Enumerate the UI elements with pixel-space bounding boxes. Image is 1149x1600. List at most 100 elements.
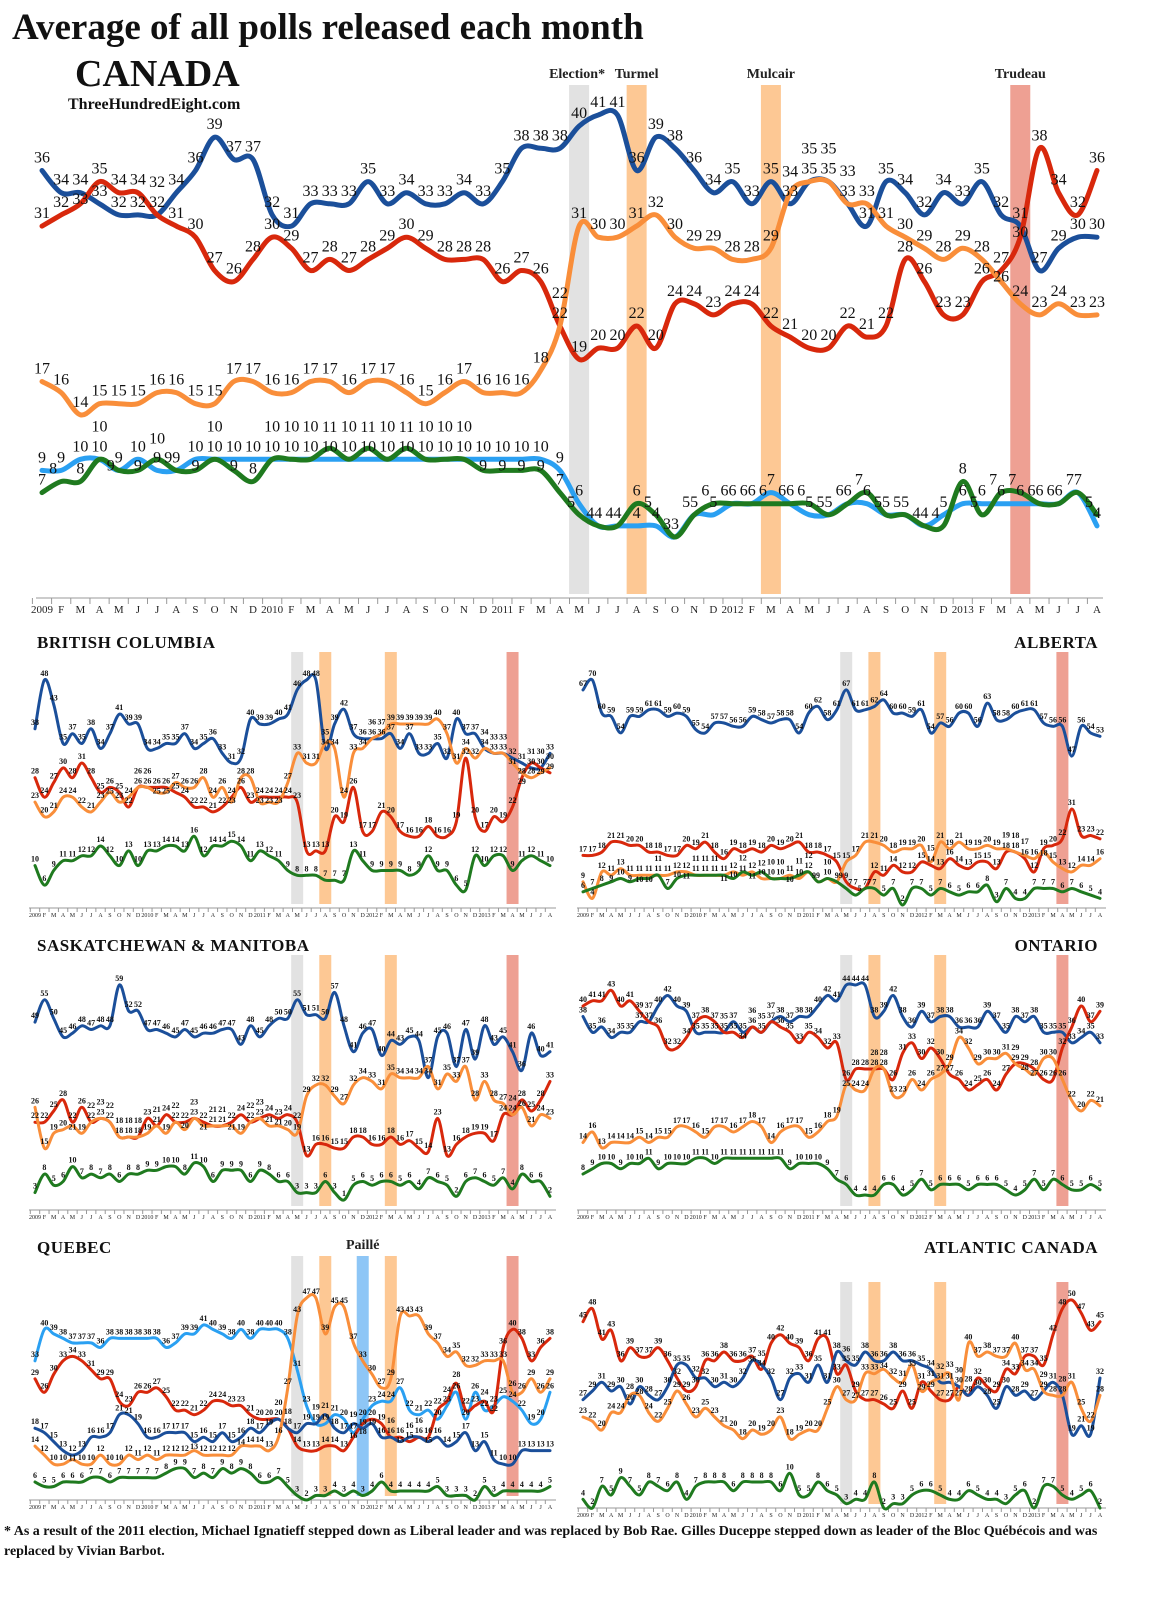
x-tick-label: A bbox=[435, 913, 440, 919]
data-label: 20 bbox=[274, 1398, 282, 1407]
data-label: 13 bbox=[321, 840, 329, 849]
data-label: 29 bbox=[331, 1085, 339, 1094]
data-label: 38 bbox=[870, 1006, 878, 1015]
x-tick-label: O bbox=[891, 1215, 896, 1221]
data-label: 29 bbox=[916, 227, 932, 244]
data-label: 35 bbox=[443, 1063, 451, 1072]
data-label: 30 bbox=[955, 1376, 963, 1385]
event-label: Mulcair bbox=[747, 67, 795, 82]
data-label: 25 bbox=[97, 781, 105, 790]
x-tick-label: F bbox=[749, 604, 755, 616]
data-label: 13 bbox=[153, 840, 161, 849]
data-label: 33 bbox=[31, 1350, 39, 1359]
data-label: 17 bbox=[322, 361, 338, 378]
data-label: 20 bbox=[682, 834, 690, 843]
data-label: 29 bbox=[1021, 1053, 1029, 1062]
data-label: 24 bbox=[964, 1079, 972, 1088]
data-label: 16 bbox=[87, 1426, 95, 1435]
data-label: 12 bbox=[40, 1444, 48, 1453]
data-label: 2 bbox=[454, 1185, 458, 1194]
data-label: 6 bbox=[948, 1174, 952, 1183]
x-tick-label: O bbox=[211, 604, 219, 616]
data-label: 9 bbox=[173, 1458, 177, 1467]
data-label: 9 bbox=[239, 1159, 243, 1168]
data-label: 7 bbox=[426, 1167, 430, 1176]
data-label: 37 bbox=[993, 1011, 1001, 1020]
data-label: 36 bbox=[908, 1016, 916, 1025]
data-label: 20 bbox=[265, 1408, 273, 1417]
x-tick-label: A bbox=[835, 1215, 840, 1221]
data-label: 26 bbox=[153, 776, 161, 785]
data-label: 19 bbox=[692, 838, 700, 847]
data-label: 5 bbox=[609, 1484, 613, 1493]
x-tick-label: 2009 bbox=[577, 1215, 589, 1221]
data-label: 20 bbox=[331, 806, 339, 815]
data-label: 6 bbox=[978, 483, 986, 500]
x-tick-label: J bbox=[81, 1505, 84, 1511]
data-label: 9 bbox=[239, 1458, 243, 1467]
data-label: 16 bbox=[415, 1426, 423, 1435]
data-label: 36 bbox=[748, 1016, 756, 1025]
data-label: 60 bbox=[598, 702, 606, 711]
data-label: 16 bbox=[452, 1133, 460, 1142]
x-tick-label: S bbox=[108, 913, 111, 919]
data-label: 33 bbox=[293, 742, 301, 751]
x-tick-label: J bbox=[629, 1215, 632, 1221]
data-label: 6 bbox=[863, 483, 871, 500]
data-label: 8 bbox=[76, 460, 84, 477]
data-label: 15 bbox=[805, 1126, 813, 1135]
data-label: 37 bbox=[645, 1001, 653, 1010]
data-label: 16 bbox=[341, 372, 357, 389]
x-tick-label: J bbox=[751, 1215, 754, 1221]
data-label: 11 bbox=[692, 864, 700, 873]
data-label: 3 bbox=[492, 1485, 496, 1494]
data-label: 17 bbox=[293, 1422, 301, 1431]
data-label: 13 bbox=[340, 1440, 348, 1449]
x-tick-label: A bbox=[863, 604, 871, 616]
x-tick-label: M bbox=[70, 1215, 76, 1221]
data-label: 7 bbox=[1051, 877, 1055, 886]
data-label: 19 bbox=[368, 1418, 376, 1427]
event-bar bbox=[319, 1256, 332, 1496]
series-line bbox=[33, 1293, 552, 1467]
data-label: 43 bbox=[293, 1305, 301, 1314]
data-label: 28 bbox=[527, 767, 535, 776]
data-label: 19 bbox=[312, 1403, 320, 1412]
data-label: 59 bbox=[635, 705, 643, 714]
data-label: 22 bbox=[840, 305, 856, 322]
data-label: 11 bbox=[360, 419, 375, 436]
data-label: 5 bbox=[398, 1174, 402, 1183]
x-tick-label: M bbox=[1050, 1215, 1056, 1221]
data-label: 4 bbox=[389, 1480, 393, 1489]
series-line bbox=[33, 1327, 552, 1453]
data-label: 26 bbox=[537, 1381, 545, 1390]
x-tick-label: A bbox=[548, 1505, 553, 1511]
data-label: 9 bbox=[628, 873, 632, 882]
data-label: 40 bbox=[237, 1318, 245, 1327]
data-label: 12 bbox=[499, 845, 507, 854]
x-tick-label: D bbox=[1023, 1513, 1028, 1519]
data-label: 7 bbox=[333, 869, 337, 878]
data-label: 26 bbox=[974, 261, 990, 278]
x-tick-label: N bbox=[1013, 1513, 1018, 1519]
data-label: 7 bbox=[1004, 877, 1008, 886]
data-label: 14 bbox=[331, 1435, 339, 1444]
x-tick-label: O bbox=[778, 913, 783, 919]
data-label: 37 bbox=[68, 1332, 76, 1341]
data-label: 18 bbox=[711, 841, 719, 850]
data-label: 12 bbox=[1068, 861, 1076, 870]
data-label: 9 bbox=[153, 449, 161, 466]
x-tick-label: A bbox=[510, 1215, 515, 1221]
data-label: 21 bbox=[936, 831, 944, 840]
x-tick-label: A bbox=[1098, 913, 1103, 919]
data-label: 5 bbox=[816, 494, 824, 511]
data-label: 15 bbox=[111, 383, 127, 400]
x-tick-label: S bbox=[769, 1215, 772, 1221]
data-label: 5 bbox=[709, 494, 717, 511]
data-label: 32 bbox=[321, 1074, 329, 1083]
data-label: 35 bbox=[387, 1063, 395, 1072]
data-label: 37 bbox=[927, 1011, 935, 1020]
data-label: 40 bbox=[256, 1318, 264, 1327]
x-tick-label: O bbox=[778, 1215, 783, 1221]
data-label: 40 bbox=[509, 1318, 517, 1327]
